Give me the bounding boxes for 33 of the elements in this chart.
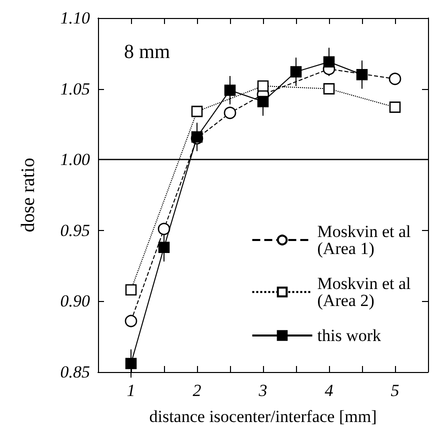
point bbox=[323, 56, 335, 68]
y-axis-title: dose ratio bbox=[18, 158, 39, 232]
point bbox=[257, 96, 269, 108]
x-tick-label: 3 bbox=[258, 381, 268, 400]
y-tick-label: 1.05 bbox=[60, 79, 90, 98]
x-tick-label: 5 bbox=[390, 381, 400, 400]
point bbox=[124, 314, 138, 328]
x-tick-label: 4 bbox=[324, 381, 334, 400]
x-tick-label: 2 bbox=[192, 381, 202, 400]
point bbox=[323, 83, 335, 94]
point bbox=[388, 72, 402, 86]
x-tick-label: 1 bbox=[126, 381, 136, 400]
y-tick-label: 0.85 bbox=[60, 362, 90, 382]
point bbox=[224, 106, 236, 120]
y-tick-label: 1.00 bbox=[60, 150, 90, 170]
legend-label: Moskvin et al (Area 2) bbox=[317, 274, 416, 310]
legend-label: Moskvin et al (Area 1) bbox=[317, 222, 416, 258]
point bbox=[389, 102, 401, 113]
point bbox=[158, 222, 170, 236]
point bbox=[224, 84, 236, 96]
point bbox=[290, 66, 302, 78]
legend-label: this work bbox=[317, 326, 382, 345]
point bbox=[356, 68, 368, 80]
point bbox=[158, 242, 170, 254]
annotation: 8 mm bbox=[124, 41, 171, 63]
point bbox=[125, 284, 137, 296]
y-tick-label: 0.90 bbox=[60, 292, 90, 311]
x-axis-title: distance isocenter/interface [mm] bbox=[149, 407, 377, 426]
y-tick-label: 0.95 bbox=[60, 220, 90, 240]
point bbox=[191, 106, 203, 118]
point bbox=[257, 80, 269, 92]
y-tick-label: 1.10 bbox=[60, 8, 90, 28]
point bbox=[125, 358, 137, 370]
